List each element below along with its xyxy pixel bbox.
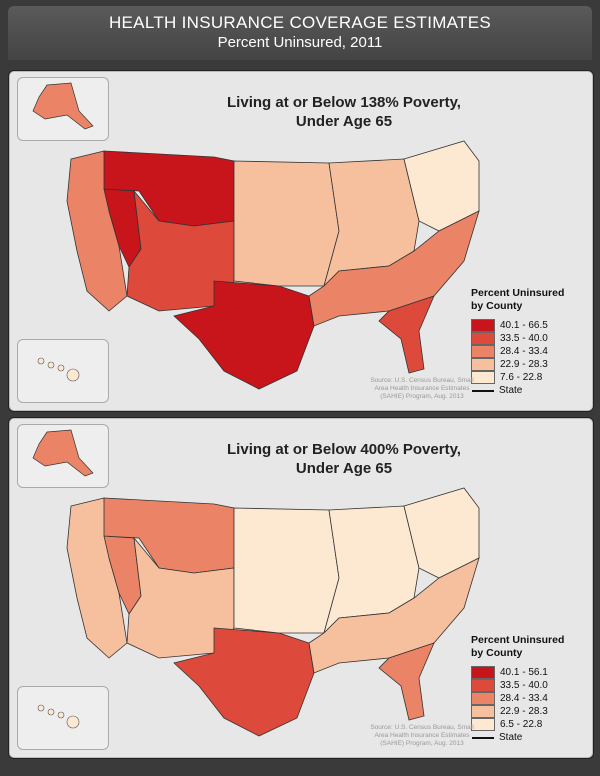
legend-label: 40.1 - 66.5: [500, 320, 548, 331]
legend-swatch: [471, 679, 495, 692]
region-hawaii: [57, 364, 65, 372]
legend-swatch: [471, 332, 495, 345]
legend-label: 7.6 - 22.8: [500, 372, 543, 383]
legend-title-line1: Percent Uninsured: [471, 634, 565, 646]
legend-label: 40.1 - 56.1: [500, 667, 548, 678]
region-texas-oklahoma: [173, 627, 315, 737]
state-line-swatch: [472, 389, 494, 392]
legend-label: 22.9 - 28.3: [500, 359, 548, 370]
map-title-line2: Under Age 65: [295, 113, 393, 130]
legend-item: 6.5 - 22.8: [471, 718, 591, 731]
region-alaska: [32, 82, 94, 130]
legend-item: 28.4 - 33.4: [471, 345, 591, 358]
legend-swatch: [471, 319, 495, 332]
source-line: (SAHIE) Program, Aug. 2013: [380, 740, 464, 747]
legend-item: 33.5 - 40.0: [471, 332, 591, 345]
region-hawaii: [66, 715, 80, 729]
source-line: Source: U.S. Census Bureau, Small: [370, 377, 474, 384]
legend-item: 22.9 - 28.3: [471, 358, 591, 371]
legend-label: 33.5 - 40.0: [500, 333, 548, 344]
legend-title: Percent Uninsured by County: [471, 634, 591, 660]
region-plains: [233, 160, 340, 287]
region-hawaii: [37, 357, 45, 365]
legend-title-line1: Percent Uninsured: [471, 287, 565, 299]
map-panel-400: Living at or Below 400% Poverty, Under A…: [8, 417, 594, 759]
legend-swatch: [471, 705, 495, 718]
legend-item: 40.1 - 56.1: [471, 666, 591, 679]
source-note: Source: U.S. Census Bureau, Small Area H…: [367, 377, 477, 401]
legend: Percent Uninsured by County 40.1 - 66.5 …: [471, 287, 591, 397]
legend-swatch: [471, 718, 495, 731]
legend-item: 28.4 - 33.4: [471, 692, 591, 705]
legend-label: 6.5 - 22.8: [500, 719, 543, 730]
map-panel-138: Living at or Below 138% Poverty, Under A…: [8, 70, 594, 412]
page-subtitle: Percent Uninsured, 2011: [217, 34, 383, 51]
hawaii-inset: [17, 339, 109, 403]
legend-item: 40.1 - 66.5: [471, 319, 591, 332]
region-florida: [378, 642, 435, 721]
region-hawaii: [37, 704, 45, 712]
legend-label: 22.9 - 28.3: [500, 706, 548, 717]
state-line-swatch: [472, 736, 494, 739]
map-title: Living at or Below 400% Poverty, Under A…: [224, 440, 464, 478]
page-title: HEALTH INSURANCE COVERAGE ESTIMATES: [108, 13, 492, 32]
legend-item: 33.5 - 40.0: [471, 679, 591, 692]
hawaii-inset: [17, 686, 109, 750]
region-texas-oklahoma: [173, 280, 315, 390]
legend-title: Percent Uninsured by County: [471, 287, 591, 313]
map-title-line1: Living at or Below 138% Poverty,: [227, 94, 461, 111]
legend-swatch: [471, 666, 495, 679]
map-title: Living at or Below 138% Poverty, Under A…: [224, 93, 464, 131]
legend: Percent Uninsured by County 40.1 - 56.1 …: [471, 634, 591, 744]
region-plains: [233, 507, 340, 634]
legend-label: State: [499, 385, 523, 396]
us-county-map: [32, 82, 480, 390]
source-line: Area Health Insurance Estimates: [374, 385, 470, 392]
map-title-line2: Under Age 65: [295, 460, 393, 477]
legend-swatch: [471, 371, 495, 384]
legend-item: 7.6 - 22.8: [471, 371, 591, 384]
us-county-map: [32, 429, 480, 737]
legend-swatch: [471, 345, 495, 358]
legend-label: 33.5 - 40.0: [500, 680, 548, 691]
source-line: (SAHIE) Program, Aug. 2013: [380, 393, 464, 400]
source-line: Area Health Insurance Estimates: [374, 732, 470, 739]
legend-title-line2: by County: [471, 300, 523, 312]
region-hawaii: [66, 368, 80, 382]
legend-item-state: State: [471, 384, 591, 397]
legend-label: State: [499, 732, 523, 743]
region-alaska: [32, 429, 94, 477]
source-line: Source: U.S. Census Bureau, Small: [370, 724, 474, 731]
header-bar: HEALTH INSURANCE COVERAGE ESTIMATES Perc…: [8, 6, 592, 60]
region-hawaii: [47, 708, 55, 716]
region-hawaii: [57, 711, 65, 719]
source-note: Source: U.S. Census Bureau, Small Area H…: [367, 724, 477, 748]
legend-label: 28.4 - 33.4: [500, 693, 548, 704]
region-florida: [378, 295, 435, 374]
legend-swatch: [471, 358, 495, 371]
legend-item: 22.9 - 28.3: [471, 705, 591, 718]
legend-item-state: State: [471, 731, 591, 744]
region-hawaii: [47, 361, 55, 369]
legend-title-line2: by County: [471, 647, 523, 659]
legend-label: 28.4 - 33.4: [500, 346, 548, 357]
legend-swatch: [471, 692, 495, 705]
map-title-line1: Living at or Below 400% Poverty,: [227, 441, 461, 458]
